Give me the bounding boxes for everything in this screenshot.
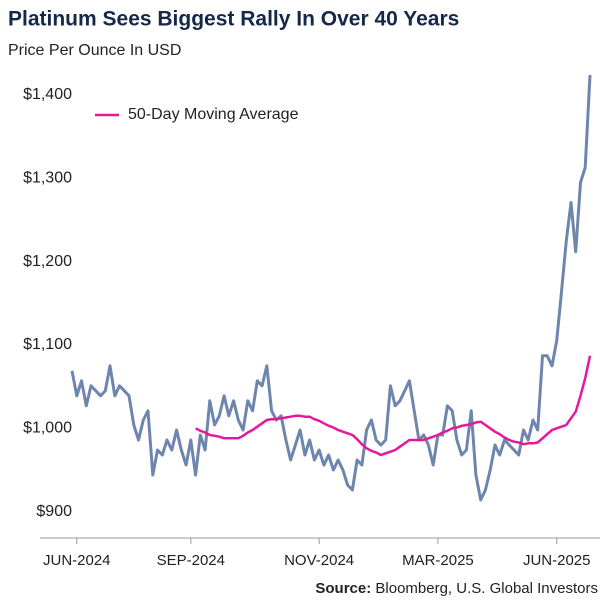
y-tick-label: $900 (36, 503, 72, 520)
series-line (195, 355, 592, 457)
source-label: Source: (315, 580, 371, 597)
legend-label: 50-Day Moving Average (128, 106, 299, 123)
y-tick-label: $1,400 (23, 86, 72, 103)
series-line (70, 74, 592, 502)
x-tick-label: JUN-2024 (43, 552, 111, 569)
chart-subtitle: Price Per Ounce In USD (8, 42, 181, 59)
x-tick-label: SEP-2024 (157, 552, 225, 569)
y-tick-label: $1,100 (23, 336, 72, 353)
chart-title: Platinum Sees Biggest Rally In Over 40 Y… (8, 8, 459, 31)
y-tick-label: $1,300 (23, 170, 72, 187)
x-tick-label: MAR-2025 (402, 552, 474, 569)
source-text: Bloomberg, U.S. Global Investors (375, 580, 598, 597)
y-tick-label: $1,000 (23, 420, 72, 437)
y-tick-label: $1,200 (23, 253, 72, 270)
source: Source: Bloomberg, U.S. Global Investors (315, 580, 598, 597)
x-tick-label: NOV-2024 (284, 552, 354, 569)
x-tick-label: JUN-2025 (523, 552, 591, 569)
